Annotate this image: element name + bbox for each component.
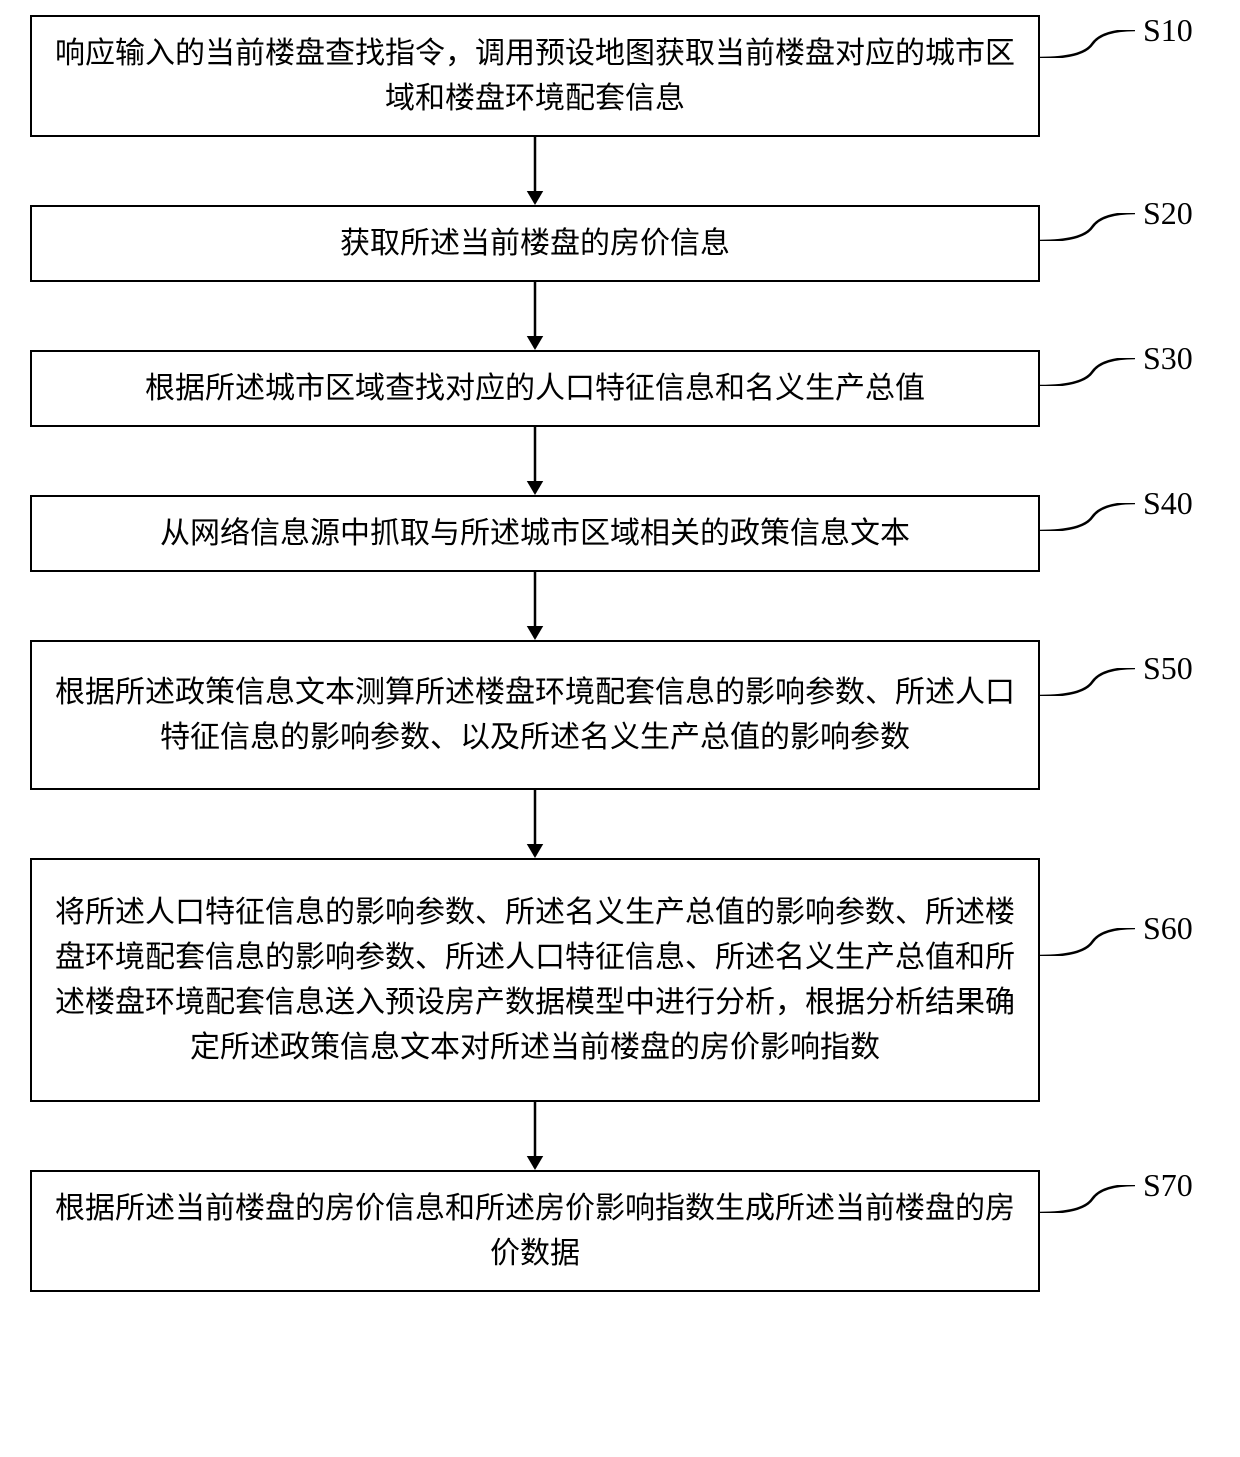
arrow-connector <box>30 790 1040 858</box>
step-box-S60: 将所述人口特征信息的影响参数、所述名义生产总值的影响参数、所述楼盘环境配套信息的… <box>30 858 1040 1102</box>
label-connector-line <box>1040 668 1135 696</box>
arrow-connector <box>30 137 1040 205</box>
arrow-connector <box>30 1102 1040 1170</box>
step-group-S20: 获取所述当前楼盘的房价信息S20 <box>30 205 1210 282</box>
label-connector-line <box>1040 928 1135 956</box>
label-connector-line <box>1040 503 1135 531</box>
label-connector-line <box>1040 1185 1135 1213</box>
step-box-S40: 从网络信息源中抓取与所述城市区域相关的政策信息文本 <box>30 495 1040 572</box>
step-group-S60: 将所述人口特征信息的影响参数、所述名义生产总值的影响参数、所述楼盘环境配套信息的… <box>30 858 1210 1102</box>
arrow-down-icon <box>30 1102 1040 1170</box>
step-box-S70: 根据所述当前楼盘的房价信息和所述房价影响指数生成所述当前楼盘的房价数据 <box>30 1170 1040 1292</box>
step-label-S40: S40 <box>1143 485 1193 522</box>
label-connector-line <box>1040 213 1135 241</box>
arrow-down-icon <box>30 282 1040 350</box>
step-label-S10: S10 <box>1143 12 1193 49</box>
label-connector-line <box>1040 358 1135 386</box>
step-label-S70: S70 <box>1143 1167 1193 1204</box>
step-group-S30: 根据所述城市区域查找对应的人口特征信息和名义生产总值S30 <box>30 350 1210 427</box>
flowchart-container: 响应输入的当前楼盘查找指令，调用预设地图获取当前楼盘对应的城市区域和楼盘环境配套… <box>30 15 1210 1292</box>
arrow-down-icon <box>30 427 1040 495</box>
arrow-connector <box>30 282 1040 350</box>
step-label-S20: S20 <box>1143 195 1193 232</box>
step-group-S40: 从网络信息源中抓取与所述城市区域相关的政策信息文本S40 <box>30 495 1210 572</box>
step-label-S60: S60 <box>1143 910 1193 947</box>
step-box-S10: 响应输入的当前楼盘查找指令，调用预设地图获取当前楼盘对应的城市区域和楼盘环境配套… <box>30 15 1040 137</box>
step-label-S30: S30 <box>1143 340 1193 377</box>
step-box-S50: 根据所述政策信息文本测算所述楼盘环境配套信息的影响参数、所述人口特征信息的影响参… <box>30 640 1040 790</box>
step-box-S30: 根据所述城市区域查找对应的人口特征信息和名义生产总值 <box>30 350 1040 427</box>
step-label-S50: S50 <box>1143 650 1193 687</box>
step-group-S70: 根据所述当前楼盘的房价信息和所述房价影响指数生成所述当前楼盘的房价数据 S70 <box>30 1170 1210 1292</box>
arrow-down-icon <box>30 790 1040 858</box>
arrow-down-icon <box>30 137 1040 205</box>
label-connector-line <box>1040 30 1135 58</box>
arrow-down-icon <box>30 572 1040 640</box>
step-group-S10: 响应输入的当前楼盘查找指令，调用预设地图获取当前楼盘对应的城市区域和楼盘环境配套… <box>30 15 1210 137</box>
arrow-connector <box>30 572 1040 640</box>
arrow-connector <box>30 427 1040 495</box>
step-box-S20: 获取所述当前楼盘的房价信息 <box>30 205 1040 282</box>
step-group-S50: 根据所述政策信息文本测算所述楼盘环境配套信息的影响参数、所述人口特征信息的影响参… <box>30 640 1210 790</box>
